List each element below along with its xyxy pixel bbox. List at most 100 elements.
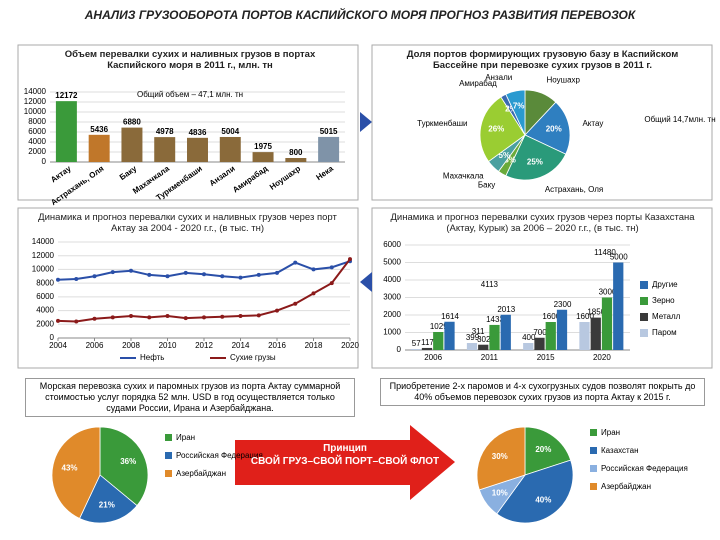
annotation: Общий 14,7млн. тн	[644, 115, 715, 124]
bar	[466, 343, 478, 350]
point	[238, 275, 243, 280]
x-tick-label: 2018	[305, 341, 323, 350]
y-tick-label: 12000	[24, 97, 47, 106]
bar	[410, 349, 421, 350]
x-tick-label: 2008	[122, 341, 140, 350]
chart-title: Доля портов формирующих грузовую базу в …	[406, 49, 679, 71]
annotation: 311	[472, 327, 485, 336]
x-tick-label: 2010	[159, 341, 177, 350]
annotation: 11480	[594, 248, 616, 257]
note: Морская перевозка сухих и паромных грузо…	[25, 378, 355, 417]
y-tick-label: 5000	[383, 258, 401, 267]
value-label: 302	[477, 335, 491, 344]
bar	[579, 322, 590, 350]
point	[110, 315, 115, 320]
y-tick-label: 8000	[36, 278, 54, 287]
value-label: 7%	[513, 102, 525, 111]
bar	[523, 343, 534, 350]
legend-label: Зерно	[652, 296, 675, 305]
bar	[444, 321, 455, 350]
bar	[601, 297, 613, 350]
legend-swatch	[640, 297, 648, 305]
point	[256, 313, 261, 318]
pie-slice	[496, 459, 574, 524]
chart-title: Динамика и прогноз перевалки сухих грузо…	[390, 212, 695, 234]
slice-label: Актау	[582, 119, 603, 128]
bar	[590, 317, 601, 350]
value-label: 5004	[221, 127, 239, 136]
value-label: 1975	[254, 142, 272, 151]
value-label: 40%	[535, 495, 551, 504]
y-tick-label: 2000	[28, 147, 46, 156]
legend-swatch	[165, 452, 172, 459]
y-tick-label: 3000	[383, 293, 401, 302]
x-tick-label: 2015	[537, 353, 555, 362]
x-tick-label: 2006	[424, 353, 442, 362]
legend-swatch	[165, 434, 172, 441]
point	[311, 291, 316, 296]
x-tick-label: 2020	[593, 353, 611, 362]
slice-label: Баку	[478, 180, 495, 189]
value-label: 1614	[441, 312, 459, 321]
value-label: 3000	[599, 288, 617, 297]
point	[74, 319, 79, 324]
point	[92, 274, 97, 279]
point	[56, 277, 60, 282]
value-label: 1600	[542, 312, 560, 321]
bar	[55, 101, 77, 162]
value-label: 6880	[123, 118, 141, 127]
bar	[500, 314, 511, 350]
legend-label: Нефть	[140, 353, 164, 362]
point	[183, 316, 188, 321]
x-tick-label: 2016	[268, 341, 286, 350]
point	[165, 274, 170, 279]
y-tick-label: 2000	[36, 319, 54, 328]
bar	[433, 331, 444, 350]
slice-label: Махачкала	[443, 171, 484, 180]
value-label: 400	[522, 333, 536, 342]
value-label: 3%	[504, 155, 516, 164]
bar	[489, 324, 500, 350]
point	[220, 314, 225, 319]
value-label: 4978	[156, 127, 174, 136]
bar	[285, 158, 307, 162]
point	[329, 281, 334, 286]
y-tick-label: 6000	[36, 292, 54, 301]
value-label: 800	[289, 148, 303, 157]
value-label: 26%	[488, 125, 504, 134]
y-tick-label: 14000	[24, 87, 47, 96]
value-label: 1600	[576, 312, 594, 321]
slice-label: Туркменбаши	[417, 119, 467, 128]
slice-label: Ноушахр	[547, 76, 581, 85]
y-tick-label: 4000	[36, 306, 54, 315]
value-label: 43%	[62, 463, 78, 472]
legend-label: Российская Федерация	[601, 464, 688, 473]
pie-slice	[524, 426, 572, 476]
point	[220, 274, 225, 279]
legend-swatch	[165, 470, 172, 477]
value-label: 700	[533, 328, 547, 337]
slice-label: Астрахань, Оля	[545, 185, 603, 194]
bar	[478, 344, 489, 350]
value-label: 5%	[499, 151, 511, 160]
point	[311, 267, 316, 272]
point	[329, 265, 334, 270]
point	[256, 272, 261, 277]
value-label: 57	[412, 339, 421, 348]
x-tick-label: 2006	[86, 341, 104, 350]
chart-title: Динамика и прогноз перевалки сухих и нал…	[38, 212, 337, 234]
pie-slice	[479, 96, 526, 163]
bar	[88, 134, 110, 162]
value-label: 1029	[430, 322, 448, 331]
bar	[318, 136, 340, 162]
pie-slice	[79, 474, 138, 524]
value-label: 5015	[320, 127, 338, 136]
arrow-left	[360, 272, 372, 292]
legend-label: Казахстан	[601, 446, 639, 455]
pie-slice	[524, 101, 571, 155]
bar	[613, 262, 624, 350]
legend-label: Иран	[176, 433, 195, 442]
point	[129, 314, 133, 319]
